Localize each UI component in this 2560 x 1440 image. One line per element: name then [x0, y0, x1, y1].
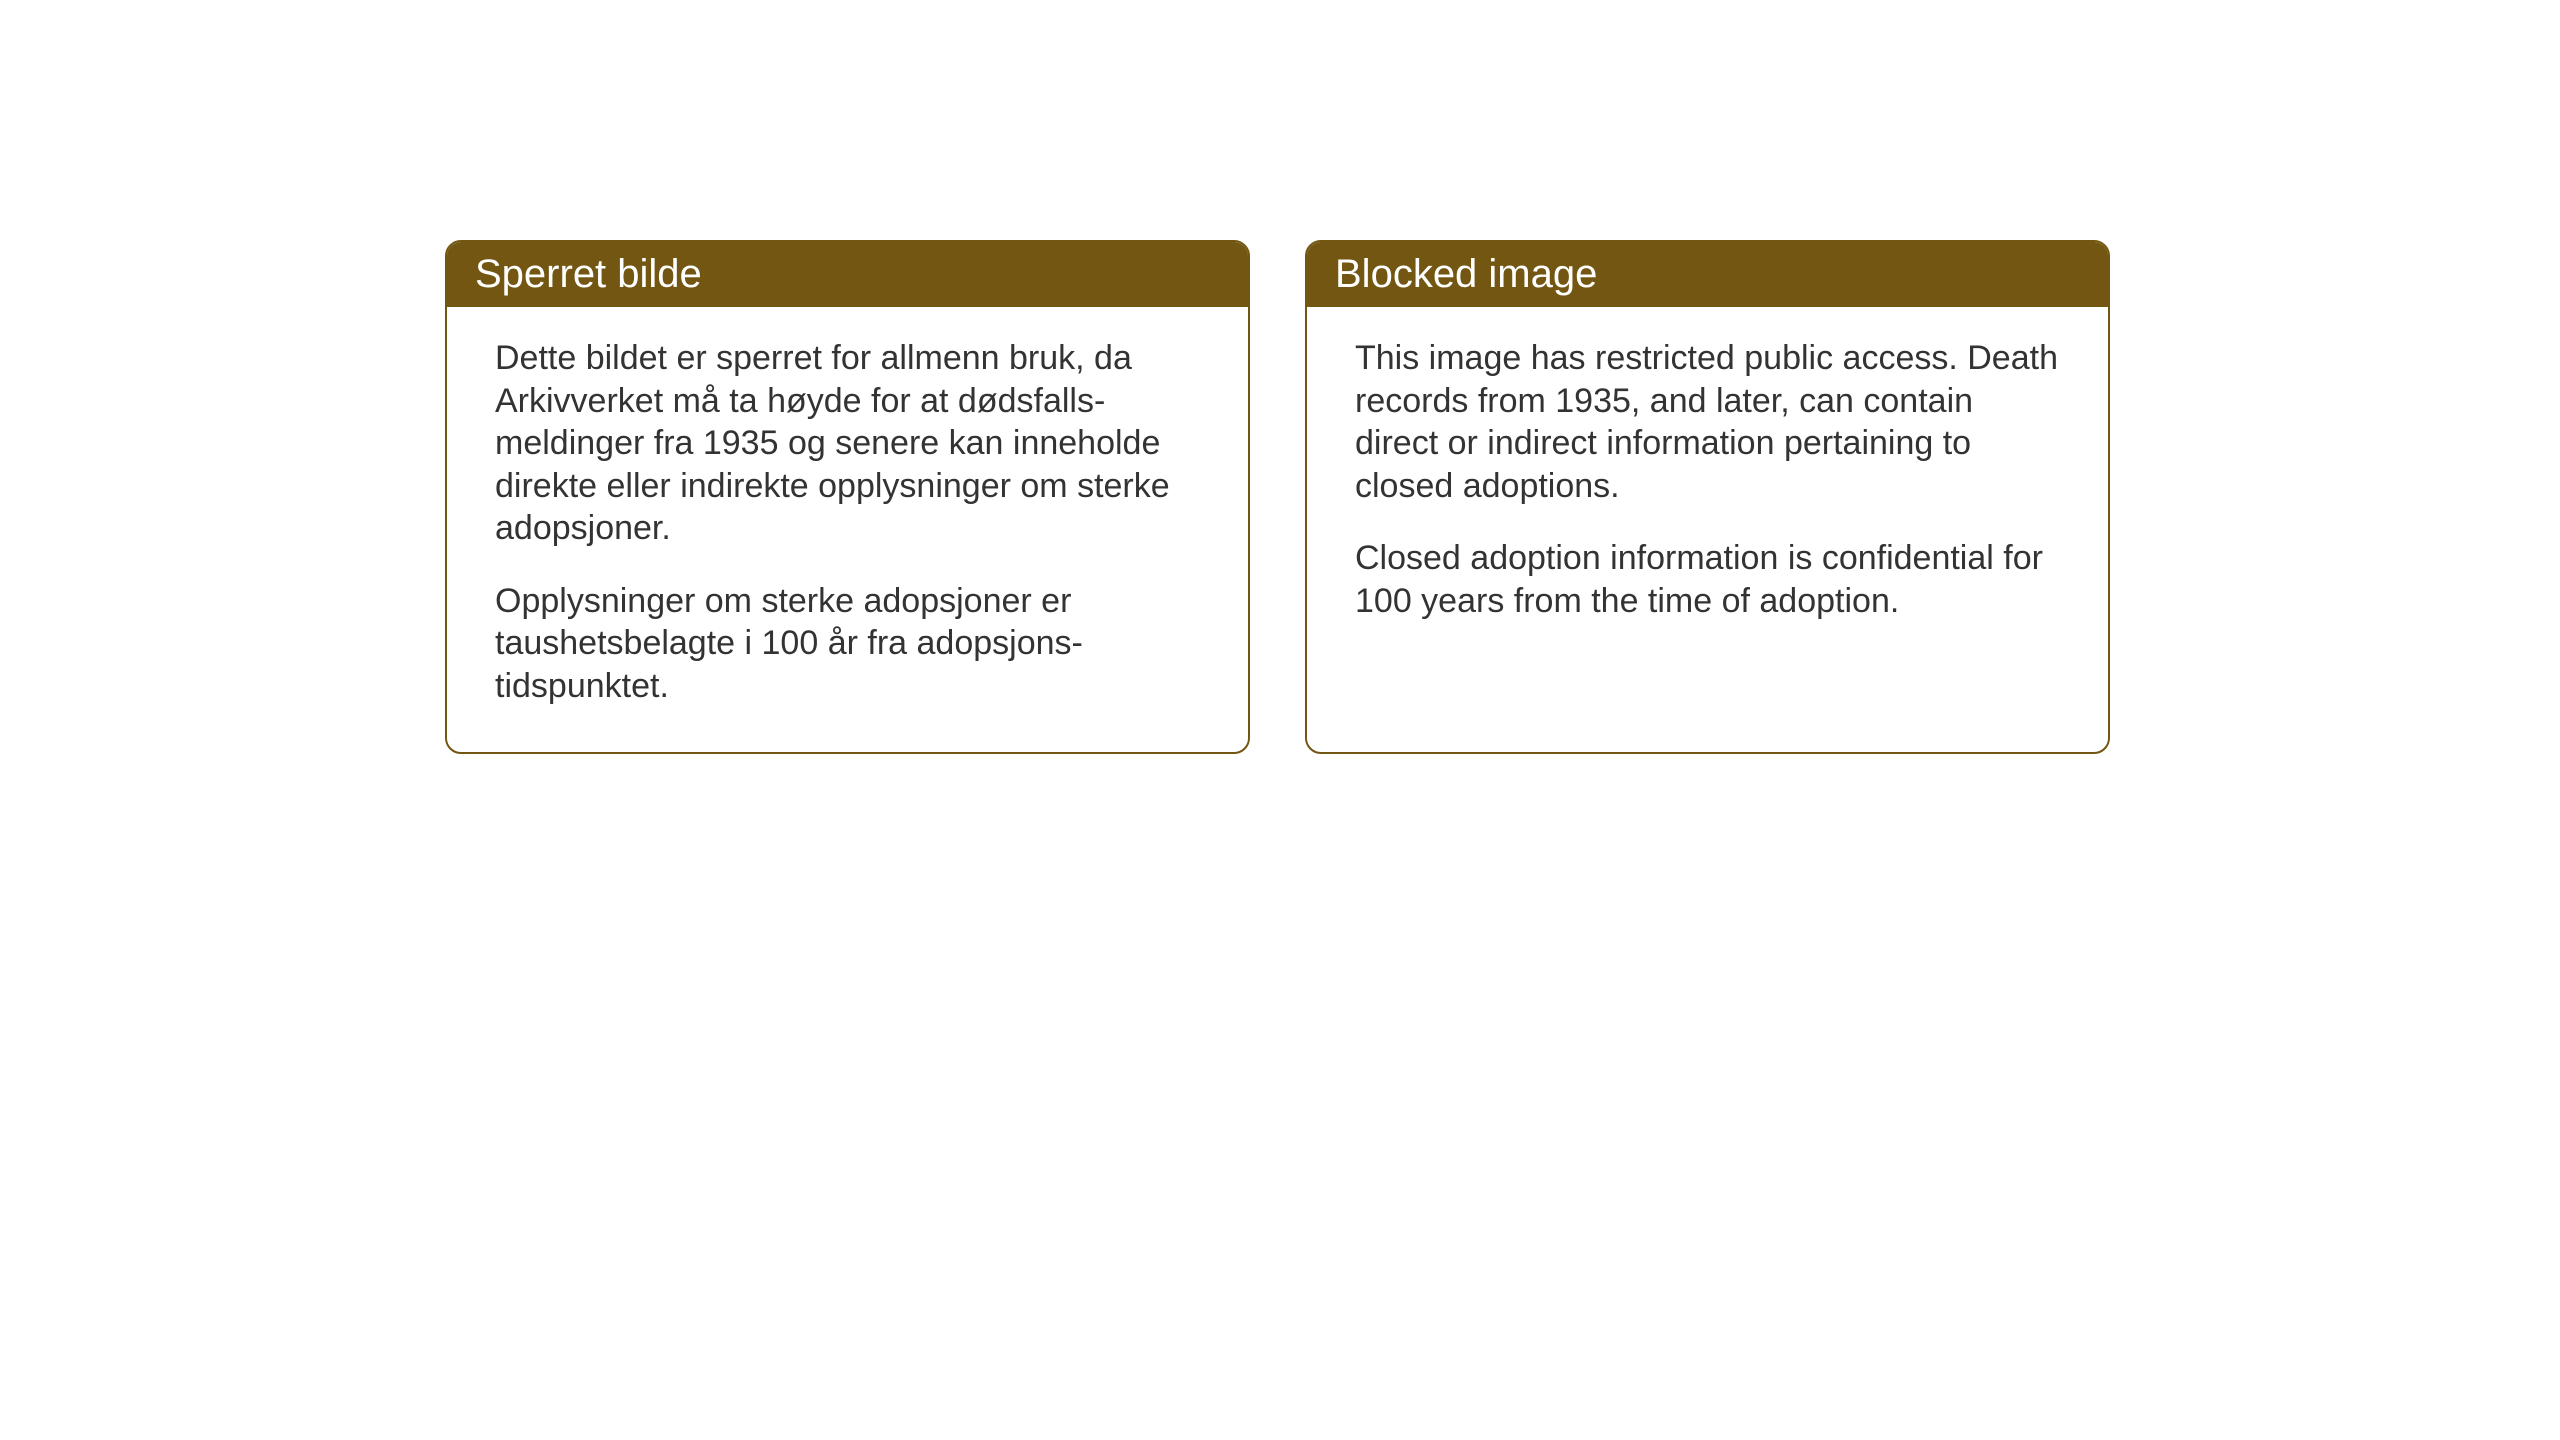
card-paragraph: Closed adoption information is confident… — [1355, 537, 2060, 622]
card-paragraph: Dette bildet er sperret for allmenn bruk… — [495, 337, 1200, 550]
notice-cards-container: Sperret bilde Dette bildet er sperret fo… — [445, 240, 2110, 754]
card-header-norwegian: Sperret bilde — [447, 242, 1248, 307]
notice-card-norwegian: Sperret bilde Dette bildet er sperret fo… — [445, 240, 1250, 754]
card-paragraph: Opplysninger om sterke adopsjoner er tau… — [495, 580, 1200, 708]
card-body-norwegian: Dette bildet er sperret for allmenn bruk… — [447, 307, 1248, 752]
card-header-english: Blocked image — [1307, 242, 2108, 307]
card-title: Sperret bilde — [475, 252, 702, 296]
card-title: Blocked image — [1335, 252, 1597, 296]
card-body-english: This image has restricted public access.… — [1307, 307, 2108, 667]
notice-card-english: Blocked image This image has restricted … — [1305, 240, 2110, 754]
card-paragraph: This image has restricted public access.… — [1355, 337, 2060, 507]
